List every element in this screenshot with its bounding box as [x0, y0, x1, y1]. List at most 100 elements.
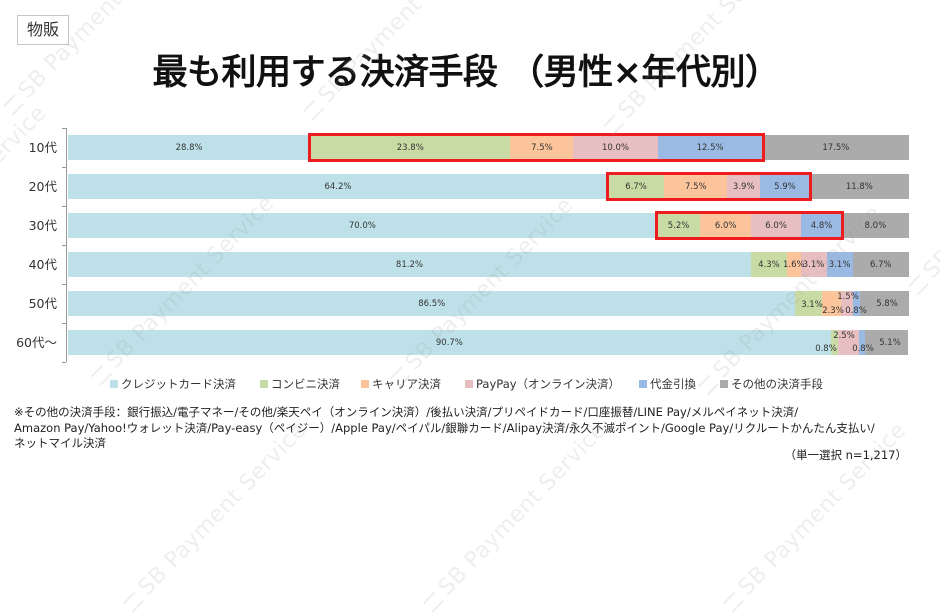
category-label: 10代	[28, 140, 57, 155]
bar-segment-cash-on-delivery	[657, 135, 763, 160]
bar-segment-other	[860, 291, 909, 316]
watermark-logo-icon	[422, 591, 445, 613]
data-label: 8.0%	[864, 220, 887, 231]
data-label: 90.7%	[435, 337, 463, 348]
data-label: 3.9%	[732, 181, 755, 192]
data-label: 6.0%	[714, 220, 737, 231]
chart-legend: クレジットカード決済 コンビニ決済 キャリア決済 PayPay（オンライン決済）…	[0, 376, 940, 392]
legend-label: クレジットカード決済	[121, 377, 236, 391]
bar-segment-credit-card	[68, 213, 657, 238]
bar-row	[68, 291, 909, 316]
data-label: 17.5%	[822, 142, 850, 153]
legend-swatch-icon	[260, 380, 268, 388]
footnote-line: ネットマイル決済	[14, 436, 106, 450]
category-label: 40代	[28, 257, 57, 272]
footnote-line: Amazon Pay/Yahoo!ウォレット決済/Pay-easy（ペイジー）/…	[14, 420, 875, 435]
bar-segment-convenience-store	[830, 330, 838, 355]
bar-segment-other	[865, 330, 909, 355]
bar-segment-other	[762, 135, 909, 160]
bar-row	[68, 135, 909, 160]
bar-segment-paypay	[800, 252, 827, 277]
bar-segment-cash-on-delivery	[826, 252, 853, 277]
bar-segment-other	[852, 252, 909, 277]
y-axis-tick	[62, 284, 66, 285]
bar-segment-convenience-store	[607, 174, 665, 199]
bar-segment-credit-card	[68, 135, 311, 160]
data-label: 2.5%	[833, 331, 855, 341]
data-label: 4.8%	[810, 220, 833, 231]
data-label: 81.2%	[395, 259, 423, 270]
legend-item-cash-on-delivery: 代金引換	[639, 376, 696, 392]
bar-segment-paypay	[750, 213, 802, 238]
bar-segment-other	[841, 213, 909, 238]
bar-segment-carrier	[787, 252, 801, 277]
data-label: 1.5%	[837, 292, 859, 302]
bar-segment-convenience-store	[656, 213, 701, 238]
legend-swatch-icon	[639, 380, 647, 388]
bar-segment-paypay	[840, 291, 854, 316]
y-axis-tick	[62, 323, 66, 324]
data-label: 10.0%	[601, 142, 629, 153]
bar-segment-paypay	[573, 135, 658, 160]
y-axis-tick	[62, 362, 66, 363]
bar-segment-cash-on-delivery	[801, 213, 842, 238]
watermark-logo-icon	[602, 114, 625, 136]
data-label: 6.7%	[870, 259, 892, 270]
data-label: 0.8%	[852, 344, 874, 354]
legend-item-paypay: PayPay（オンライン決済）	[465, 376, 620, 392]
bar-segment-other	[809, 174, 909, 199]
data-label: 12.5%	[696, 142, 724, 153]
bar-row	[68, 330, 909, 355]
footnote: ※その他の決済手段：銀行振込/電子マネー/その他/楽天ペイ（オンライン決済）/後…	[14, 405, 875, 452]
page-title: 最も利用する決済手段 （男性×年代別）	[152, 53, 780, 93]
data-label: 5.2%	[667, 220, 690, 231]
bar-segment-carrier	[821, 291, 841, 316]
bar-segment-carrier	[664, 174, 728, 199]
legend-swatch-icon	[465, 380, 473, 388]
legend-item-carrier: キャリア決済	[361, 376, 441, 392]
y-axis-tick	[62, 128, 66, 129]
data-label: 70.0%	[348, 220, 376, 231]
watermark-logo-icon	[302, 99, 325, 121]
data-label: 0.8%	[845, 306, 867, 316]
data-label: 3.1%	[802, 259, 825, 270]
y-axis-tick	[62, 167, 66, 168]
data-label: 11.8%	[845, 181, 873, 192]
legend-swatch-icon	[361, 380, 369, 388]
category-label: 30代	[28, 218, 57, 233]
data-label: 4.3%	[758, 259, 780, 270]
data-label: 5.1%	[879, 338, 901, 348]
bar-segment-cash-on-delivery	[858, 330, 866, 355]
y-axis-line	[66, 128, 67, 362]
category-tag: 物販	[17, 15, 69, 45]
bar-segment-paypay	[837, 330, 859, 355]
watermark-logo-icon	[907, 274, 930, 296]
y-axis-tick	[62, 245, 66, 246]
data-label: 5.8%	[876, 299, 898, 309]
bar-row	[68, 213, 909, 238]
data-label: 3.1%	[828, 259, 851, 270]
legend-item-credit-card: クレジットカード決済	[110, 376, 236, 392]
data-label: 5.9%	[774, 181, 796, 192]
legend-item-convenience-store: コンビニ決済	[260, 376, 340, 392]
legend-label: その他の決済手段	[731, 377, 823, 391]
legend-label: キャリア決済	[372, 377, 441, 391]
bar-row	[68, 252, 909, 277]
watermark-logo-icon	[2, 94, 25, 116]
data-label: 7.5%	[684, 181, 707, 192]
bar-segment-convenience-store	[310, 135, 511, 160]
legend-label: PayPay（オンライン決済）	[476, 377, 621, 391]
category-label: 60代～	[16, 335, 57, 350]
data-label: 3.1%	[801, 300, 823, 310]
category-label: 20代	[28, 179, 57, 194]
sample-size-note: （単一選択 n=1,217）	[784, 448, 907, 462]
data-label: 64.2%	[324, 181, 352, 192]
watermark-text: SB Payment Service	[904, 101, 940, 299]
data-label: 1.6%	[782, 259, 805, 270]
data-label: 6.7%	[625, 181, 647, 192]
bar-segment-cash-on-delivery	[853, 291, 861, 316]
footnote-line: ※その他の決済手段：銀行振込/電子マネー/その他/楽天ペイ（オンライン決済）/後…	[14, 405, 799, 419]
bar-segment-carrier	[700, 213, 751, 238]
bar-segment-convenience-store	[795, 291, 822, 316]
data-label: 2.3%	[822, 306, 844, 316]
